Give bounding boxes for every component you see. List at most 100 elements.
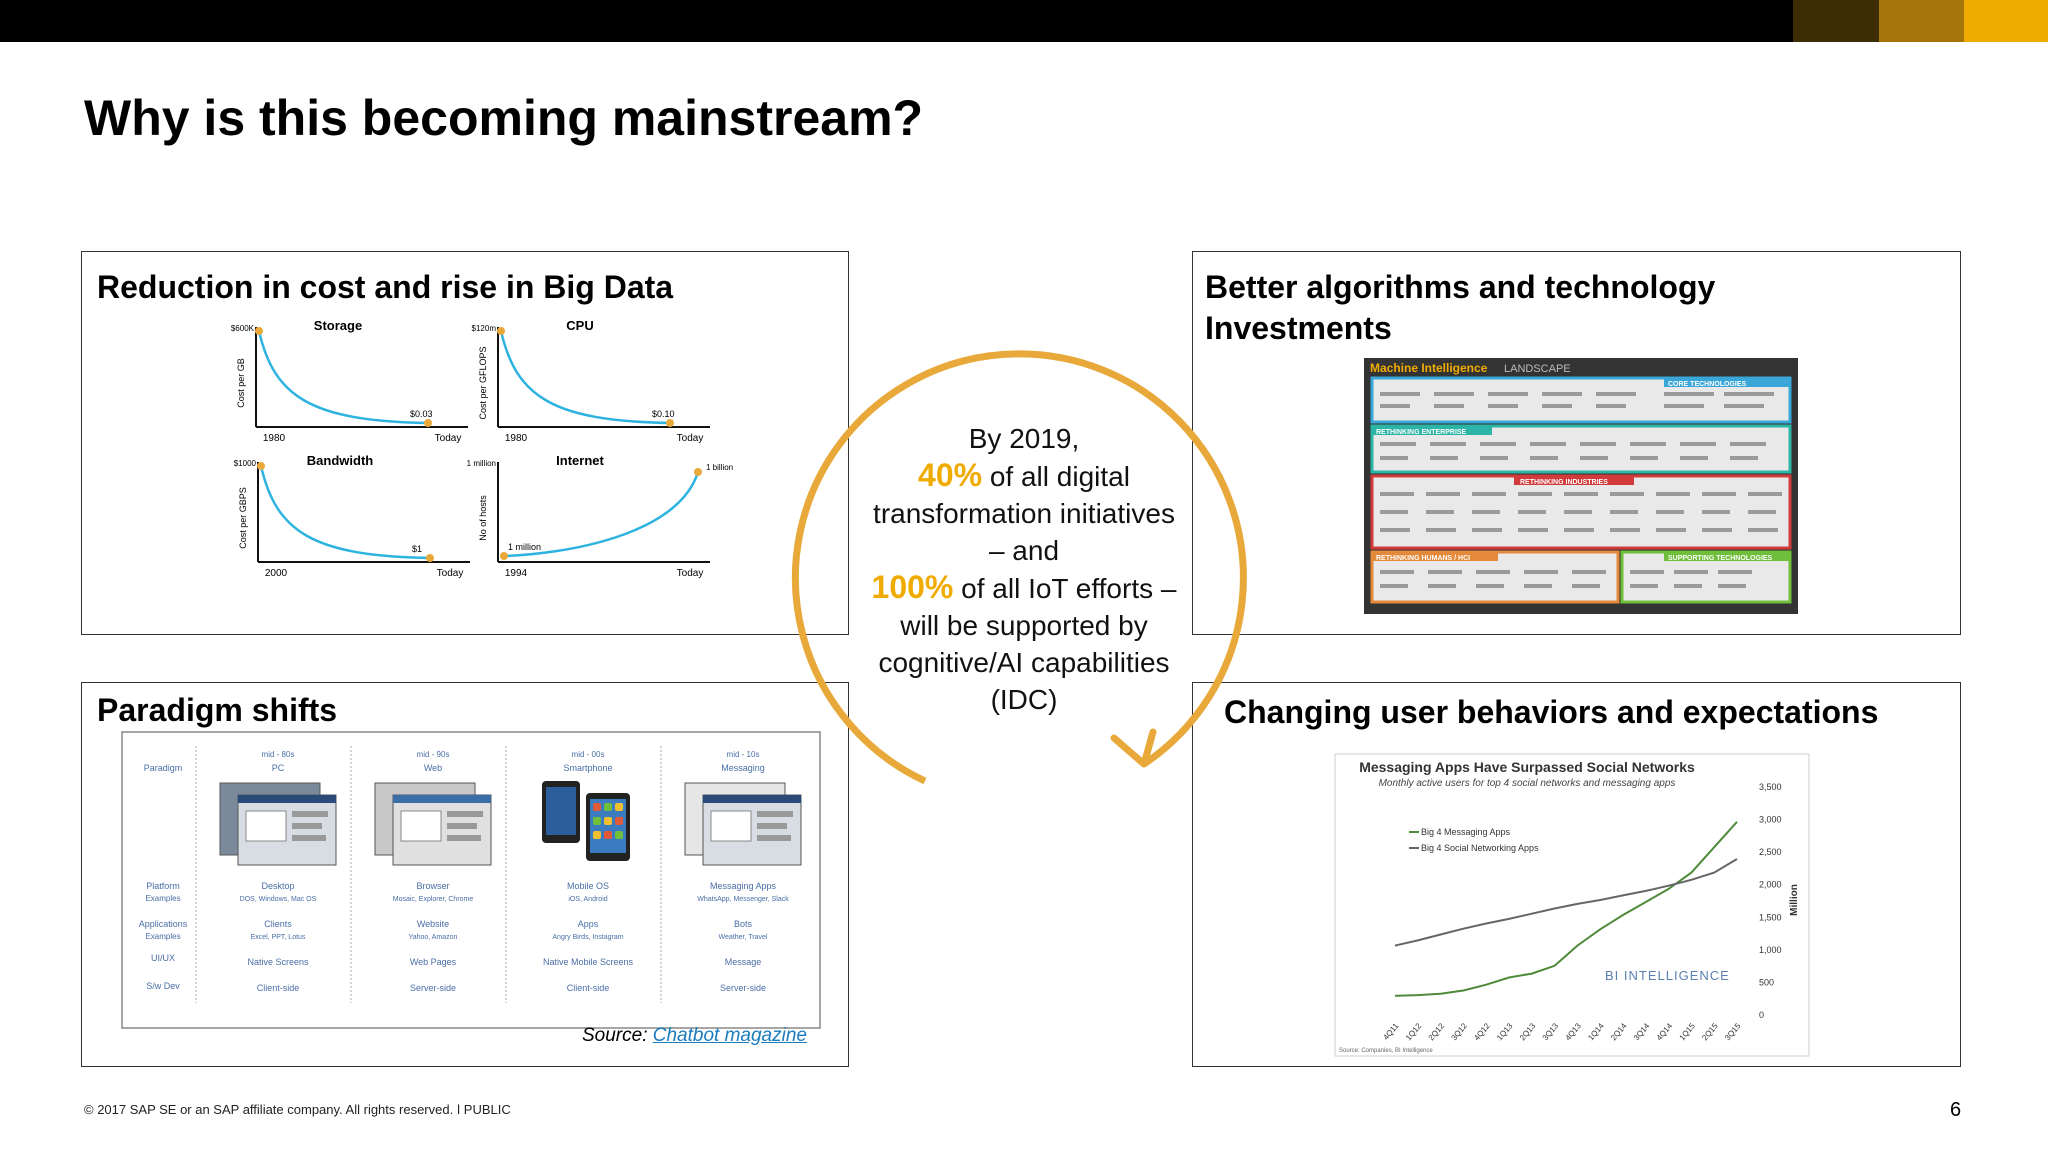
statement-line-5: 100% of all IoT efforts – (842, 569, 1206, 607)
panel-paradigm-shifts: Paradigm shifts Paradigm Platform Examples… (81, 682, 849, 1067)
end-point (426, 554, 434, 562)
page-number: 6 (1950, 1099, 1962, 1121)
panel-title: Changing user behaviors and expectations (1224, 694, 1879, 730)
accent-block-gold (1964, 0, 2048, 42)
x-start-label: 1994 (505, 568, 528, 579)
y-tick-label: 500 (1759, 977, 1774, 987)
landscape-title-suffix: LANDSCAPE (1504, 363, 1571, 375)
panel-title-line2: Investments (1205, 310, 1392, 346)
y-tick-label: 2,500 (1759, 847, 1782, 857)
statement-line-8: (IDC) (990, 684, 1058, 715)
end-point (694, 468, 702, 476)
section-label-enterprise: RETHINKING ENTERPRISE (1376, 429, 1467, 436)
paradigm-column-messaging: mid - 10s Messaging Messaging Apps WhatsApp… (684, 750, 802, 993)
end-value-label: $1 (412, 544, 422, 554)
y-tick-label: 0 (1759, 1010, 1764, 1020)
ui-label: Native Mobile Screens (543, 957, 634, 967)
mini-chart-internet: Internet 1 million 1994 Today No of hosts 1 m… (467, 453, 733, 579)
trend-curve (257, 330, 429, 425)
panel-algorithms: Better algorithms and technology Investm… (1192, 251, 1961, 635)
row-label: UI/UX (151, 953, 175, 963)
x-start-label: 1980 (505, 433, 528, 444)
x-start-label: 2000 (265, 568, 288, 579)
start-value-label: $600K (231, 324, 255, 333)
panel-title-line1: Better algorithms and technology (1205, 269, 1716, 305)
row-label: S/w Dev (146, 981, 180, 991)
legend-entry: Big 4 Messaging Apps (1421, 827, 1511, 837)
section-label-supporting: SUPPORTING TECHNOLOGIES (1668, 555, 1773, 562)
statement-text: of all IoT efforts – (953, 573, 1177, 604)
statement-line-1: By 2019, (968, 423, 1080, 454)
x-end-label: Today (437, 568, 464, 579)
mini-chart-storage: Storage $600K 1980 Today Cost per GB $0.03 (231, 318, 468, 444)
circle-arc (791, 350, 1247, 785)
center-circle (791, 350, 1247, 785)
era-label: mid - 10s (727, 750, 760, 759)
statement-line-7: cognitive/AI capabilities (878, 647, 1170, 678)
arrow-head-icon (1110, 728, 1157, 768)
start-value-label: $1000 (234, 459, 257, 468)
source-link[interactable]: Chatbot magazine (652, 1025, 807, 1046)
start-point (257, 462, 265, 470)
dev-label: Server-side (720, 983, 766, 993)
dev-label: Server-side (410, 983, 456, 993)
section-label-humans: RETHINKING HUMANS / HCI (1376, 555, 1470, 562)
paradigm-column-web: mid - 90s Web Browser Mosaic, Explorer, Chr… (374, 750, 492, 993)
row-label: Paradigm (144, 763, 183, 773)
ui-label: Message (725, 957, 762, 967)
series-line-1 (1394, 858, 1738, 947)
chart-subtitle: Monthly active users for top 4 social ne… (1379, 778, 1676, 789)
panel-user-behaviors: Changing user behaviors and expectations… (1192, 682, 1961, 1067)
apps-examples: Excel, PPT, Lotus (251, 934, 306, 941)
panel-title: Reduction in cost and rise in Big Data (97, 269, 674, 305)
paradigm-screenshot (374, 782, 492, 866)
statement-line-3: transformation initiatives (873, 498, 1175, 529)
y-tick-label: 1,500 (1759, 912, 1782, 922)
messaging-chart: Messaging Apps Have Surpassed Social Net… (1334, 753, 1810, 1057)
paradigm-name: Web (424, 763, 442, 773)
start-value-label: $120m (472, 324, 497, 333)
trend-curve (499, 330, 671, 425)
section-label-core: CORE TECHNOLOGIES (1668, 381, 1747, 388)
center-statement: By 2019, 40% of all digital transformati… (842, 420, 1206, 718)
chart-source: Source: Companies, BI Intelligence (1339, 1048, 1433, 1054)
apps-label: Clients (264, 919, 292, 929)
apps-examples: Angry Birds, Instagram (552, 934, 623, 941)
panel-cost-reduction: Reduction in cost and rise in Big Data S… (81, 251, 849, 635)
platform-examples: Mosaic, Explorer, Chrome (393, 896, 474, 903)
y-axis-label: No of hosts (478, 495, 488, 541)
stat-40-percent: 40% (918, 457, 983, 493)
start-point (500, 552, 508, 560)
y-tick-label: 2,000 (1759, 880, 1782, 890)
paradigm-screenshot (684, 782, 802, 866)
table-frame (121, 731, 821, 1029)
statement-line-4: – and (988, 535, 1060, 566)
paradigm-column-pc: mid - 80s PC Desktop DOS, Windows, Mac OS Cl… (219, 750, 337, 993)
paradigm-screenshot (219, 782, 337, 866)
apps-label: Apps (578, 919, 599, 929)
end-point (424, 419, 432, 427)
y-axis-label: Cost per GBPS (238, 487, 248, 549)
stat-100-percent: 100% (871, 569, 954, 605)
paradigm-screenshot (542, 781, 630, 861)
accent-block-medium (1879, 0, 1964, 42)
mini-chart-title: CPU (566, 318, 593, 333)
chart-title: Messaging Apps Have Surpassed Social Net… (1359, 759, 1695, 775)
apps-examples: Weather, Travel (719, 934, 768, 941)
x-end-label: Today (435, 433, 462, 444)
statement-text: of all digital (982, 461, 1130, 492)
statement-line-6: will be supported by (900, 610, 1148, 641)
row-label: Platform (146, 881, 180, 891)
row-sublabel: Examples (145, 894, 180, 903)
start-point (497, 327, 505, 335)
accent-block-dark (1793, 0, 1879, 42)
x-end-label: Today (677, 433, 704, 444)
legend-entry: Big 4 Social Networking Apps (1421, 843, 1539, 853)
start-value-label: 1 million (467, 459, 496, 468)
x-start-label: 1980 (263, 433, 286, 444)
panel-title: Paradigm shifts (97, 692, 338, 728)
mini-chart-title: Internet (556, 453, 604, 468)
era-label: mid - 00s (572, 750, 605, 759)
source-prefix: Source: (582, 1025, 653, 1046)
paradigm-table: Paradigm Platform Examples Applications Exam… (121, 731, 821, 1029)
